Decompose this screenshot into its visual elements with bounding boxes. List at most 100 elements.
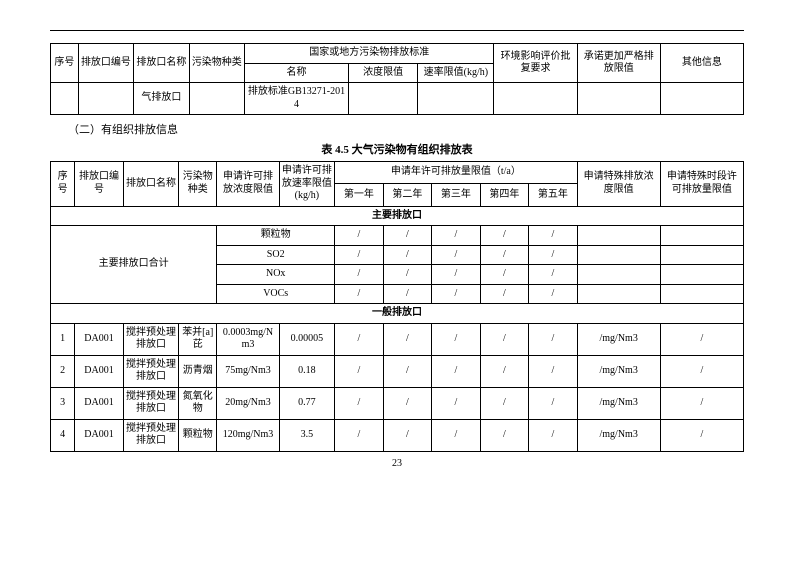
t2-cell: / [660, 323, 743, 355]
t2-h-seq: 序号 [51, 162, 75, 207]
t2-cell: / [335, 245, 384, 265]
t2-cell [577, 265, 660, 285]
page-number: 23 [50, 458, 744, 469]
t1-h-commit: 承诺更加严格排放限值 [577, 44, 660, 83]
t2-h-y2: 第二年 [383, 184, 432, 206]
t2-cell: / [529, 226, 578, 246]
t1-cell [494, 83, 577, 115]
t2-cell: / [480, 419, 529, 451]
t2-cell: / [529, 245, 578, 265]
t2-cell: / [432, 355, 481, 387]
t1-h-conc: 浓度限值 [348, 63, 417, 83]
t2-cell: / [480, 355, 529, 387]
t2-cell: 搅拌预处理排放口 [123, 387, 178, 419]
t2-cell: / [335, 226, 384, 246]
t2-cell: / [529, 355, 578, 387]
t2-cell: / [432, 284, 481, 304]
t1-row: 气排放口 排放标准GB13271-2014 [51, 83, 744, 115]
t2-cell: / [660, 355, 743, 387]
t2-cell: / [529, 323, 578, 355]
t2-cell: 搅拌预处理排放口 [123, 419, 178, 451]
t2-cell: / [432, 323, 481, 355]
t2-h-y5: 第五年 [529, 184, 578, 206]
t1-cell [51, 83, 79, 115]
t2-cell: 氮氧化物 [179, 387, 217, 419]
t2-h-y4: 第四年 [480, 184, 529, 206]
t2-cell: /mg/Nm3 [577, 387, 660, 419]
t2-cell: / [432, 226, 481, 246]
t2-general-row: 2DA001搅拌预处理排放口沥青烟75mg/Nm30.18//////mg/Nm… [51, 355, 744, 387]
top-rule [50, 30, 744, 31]
t2-h-outlet-name: 排放口名称 [123, 162, 178, 207]
t2-cell: 沥青烟 [179, 355, 217, 387]
t2-cell: / [529, 265, 578, 285]
t1-cell [660, 83, 743, 115]
t2-cell: 搅拌预处理排放口 [123, 323, 178, 355]
t2-cell: / [335, 387, 384, 419]
t1-h-rate: 速率限值(kg/h) [418, 63, 494, 83]
t2-cell [660, 265, 743, 285]
t2-cell: / [335, 323, 384, 355]
t2-cell: 75mg/Nm3 [217, 355, 279, 387]
section-label: （二）有组织排放信息 [68, 121, 744, 137]
t2-section-main: 主要排放口 [51, 206, 744, 226]
t2-cell: 3 [51, 387, 75, 419]
t1-h-seq: 序号 [51, 44, 79, 83]
t2-cell: 颗粒物 [217, 226, 335, 246]
t2-general-row: 4DA001搅拌预处理排放口颗粒物120mg/Nm33.5//////mg/Nm… [51, 419, 744, 451]
t2-cell [577, 284, 660, 304]
t1-cell [418, 83, 494, 115]
t2-h-pollutant: 污染物种类 [179, 162, 217, 207]
table2-title: 表 4.5 大气污染物有组织排放表 [50, 141, 744, 157]
t2-cell: / [480, 226, 529, 246]
t1-cell [189, 83, 244, 115]
table1: 序号 排放口编号 排放口名称 污染物种类 国家或地方污染物排放标准 环境影响评价… [50, 43, 744, 115]
t2-cell: / [432, 419, 481, 451]
t2-cell: SO2 [217, 245, 335, 265]
t2-cell: / [383, 226, 432, 246]
t2-cell: / [335, 265, 384, 285]
t2-cell: 4 [51, 419, 75, 451]
t1-h-outlet-name: 排放口名称 [134, 44, 189, 83]
t2-cell: DA001 [75, 387, 124, 419]
t2-cell: / [335, 284, 384, 304]
t2-section-general: 一般排放口 [51, 304, 744, 324]
t2-cell [660, 284, 743, 304]
t2-cell: 2 [51, 355, 75, 387]
t2-cell: / [335, 355, 384, 387]
t2-cell: / [432, 387, 481, 419]
t2-cell: VOCs [217, 284, 335, 304]
t2-cell: 3.5 [279, 419, 334, 451]
t2-cell: 0.77 [279, 387, 334, 419]
t1-cell [78, 83, 133, 115]
t2-cell: / [383, 265, 432, 285]
t2-cell: DA001 [75, 355, 124, 387]
t2-cell: / [383, 419, 432, 451]
t2-cell: NOx [217, 265, 335, 285]
t2-h-y1: 第一年 [335, 184, 384, 206]
table2: 序号 排放口编号 排放口名称 污染物种类 申请许可排放浓度限值 申请许可排放速率… [50, 161, 744, 452]
t2-cell: 搅拌预处理排放口 [123, 355, 178, 387]
t2-cell: / [480, 387, 529, 419]
t2-cell [660, 245, 743, 265]
t2-cell: / [383, 355, 432, 387]
t2-cell: 0.00005 [279, 323, 334, 355]
t1-h-env-req: 环境影响评价批复要求 [494, 44, 577, 83]
t2-cell: / [383, 387, 432, 419]
t2-cell: / [383, 245, 432, 265]
t2-cell: 苯并[a]芘 [179, 323, 217, 355]
t2-main-row: 主要排放口合计 颗粒物 / / / / / [51, 226, 744, 246]
t2-h-apply-rate: 申请许可排放速率限值(kg/h) [279, 162, 334, 207]
t1-cell: 排放标准GB13271-2014 [245, 83, 349, 115]
t2-cell: DA001 [75, 419, 124, 451]
t2-cell: 颗粒物 [179, 419, 217, 451]
t1-h-national-std: 国家或地方污染物排放标准 [245, 44, 494, 64]
t2-cell: / [480, 323, 529, 355]
t2-cell: 20mg/Nm3 [217, 387, 279, 419]
t1-h-pollutant-type: 污染物种类 [189, 44, 244, 83]
t2-cell: 0.18 [279, 355, 334, 387]
t2-cell: / [383, 284, 432, 304]
t2-general-row: 1DA001搅拌预处理排放口苯并[a]芘0.0003mg/Nm30.00005/… [51, 323, 744, 355]
t2-cell: / [432, 245, 481, 265]
t2-h-special-time: 申请特殊时段许可排放量限值 [660, 162, 743, 207]
